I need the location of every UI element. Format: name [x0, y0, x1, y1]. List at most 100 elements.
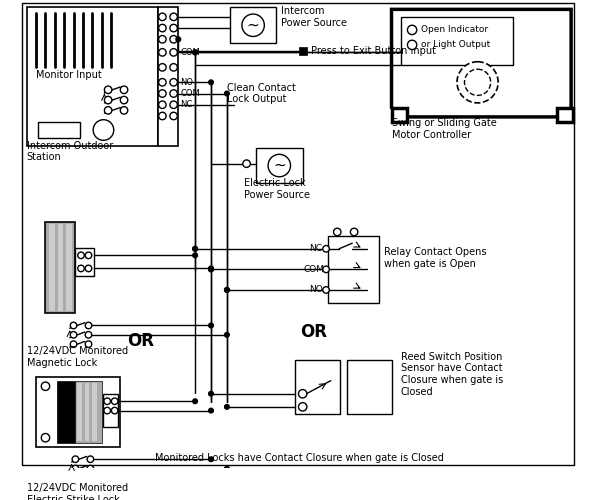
- Circle shape: [193, 399, 197, 404]
- Circle shape: [72, 456, 79, 462]
- Bar: [328, 236, 380, 303]
- Circle shape: [170, 64, 178, 71]
- Circle shape: [323, 266, 330, 272]
- Circle shape: [193, 246, 197, 251]
- Bar: [76, 380, 101, 444]
- Bar: [66, 224, 72, 310]
- Text: Monitored Locks have Contact Closure when gate is Closed: Monitored Locks have Contact Closure whe…: [155, 454, 444, 464]
- Circle shape: [87, 466, 94, 472]
- Circle shape: [350, 228, 358, 235]
- Bar: [57, 380, 76, 444]
- Circle shape: [72, 466, 79, 472]
- Bar: [58, 224, 63, 310]
- Bar: [85, 382, 89, 442]
- Bar: [104, 394, 119, 428]
- Circle shape: [193, 50, 197, 54]
- Circle shape: [170, 78, 178, 86]
- Text: Intercom
Power Source: Intercom Power Source: [281, 6, 347, 28]
- Text: COM: COM: [303, 265, 325, 274]
- Circle shape: [159, 24, 166, 32]
- Circle shape: [323, 286, 330, 293]
- Bar: [76, 248, 94, 276]
- Circle shape: [111, 408, 118, 414]
- Circle shape: [70, 332, 77, 338]
- Circle shape: [323, 246, 330, 252]
- Text: NO: NO: [180, 78, 193, 87]
- Bar: [401, 17, 513, 66]
- Circle shape: [225, 404, 229, 409]
- Text: Electric Lock
Power Source: Electric Lock Power Source: [244, 178, 310, 200]
- Text: NC: NC: [180, 100, 193, 110]
- Text: Relay Contact Opens
when gate is Open: Relay Contact Opens when gate is Open: [384, 248, 486, 269]
- Bar: [49, 224, 55, 310]
- Text: Clean Contact
Lock Output: Clean Contact Lock Output: [227, 82, 296, 104]
- Text: Monitor Input: Monitor Input: [36, 70, 102, 80]
- Circle shape: [268, 154, 290, 177]
- Circle shape: [85, 322, 92, 329]
- Bar: [256, 148, 303, 184]
- Circle shape: [209, 457, 213, 462]
- Bar: [392, 108, 408, 122]
- Circle shape: [170, 36, 178, 43]
- Circle shape: [120, 86, 128, 94]
- Bar: [92, 382, 97, 442]
- Polygon shape: [392, 10, 571, 117]
- Circle shape: [242, 14, 265, 36]
- Text: ~: ~: [247, 18, 259, 33]
- Circle shape: [159, 90, 166, 98]
- Text: Reed Switch Position
Sensor have Contact
Closure when gate is
Closed: Reed Switch Position Sensor have Contact…: [401, 352, 503, 397]
- Circle shape: [159, 13, 166, 20]
- Text: Intercom Outdoor
Station: Intercom Outdoor Station: [27, 140, 113, 162]
- Circle shape: [334, 228, 341, 235]
- Text: NO: NO: [309, 286, 323, 294]
- Circle shape: [225, 288, 229, 292]
- Bar: [158, 8, 178, 146]
- Circle shape: [209, 267, 213, 272]
- Circle shape: [225, 91, 229, 96]
- Circle shape: [159, 112, 166, 120]
- Circle shape: [70, 341, 77, 347]
- Circle shape: [193, 246, 197, 251]
- Circle shape: [111, 398, 118, 404]
- Circle shape: [87, 456, 94, 462]
- Text: Open Indicator: Open Indicator: [421, 26, 489, 35]
- Text: or Light Output: or Light Output: [421, 40, 491, 50]
- Circle shape: [93, 120, 114, 141]
- Circle shape: [159, 48, 166, 56]
- Text: Swing or Sliding Gate
Motor Controller: Swing or Sliding Gate Motor Controller: [392, 118, 496, 140]
- Circle shape: [159, 78, 166, 86]
- Circle shape: [159, 64, 166, 71]
- Text: Press to Exit Button Input: Press to Exit Button Input: [311, 46, 436, 56]
- Circle shape: [85, 252, 92, 258]
- Text: COM: COM: [180, 89, 200, 98]
- Circle shape: [225, 332, 229, 337]
- Circle shape: [457, 62, 498, 103]
- Circle shape: [104, 408, 110, 414]
- Bar: [27, 8, 158, 146]
- Circle shape: [159, 36, 166, 43]
- Circle shape: [209, 80, 213, 84]
- Circle shape: [209, 323, 213, 328]
- Circle shape: [209, 392, 213, 396]
- Circle shape: [408, 26, 417, 35]
- Circle shape: [104, 86, 112, 94]
- Circle shape: [225, 288, 229, 292]
- Circle shape: [41, 382, 49, 390]
- Circle shape: [85, 341, 92, 347]
- Bar: [77, 382, 82, 442]
- Text: 12/24VDC Monitored
Electric Strike Lock: 12/24VDC Monitored Electric Strike Lock: [27, 483, 128, 500]
- Circle shape: [193, 50, 197, 54]
- Bar: [299, 47, 308, 55]
- Bar: [347, 360, 392, 414]
- Circle shape: [170, 112, 178, 120]
- Circle shape: [243, 160, 250, 168]
- Bar: [38, 122, 80, 138]
- Circle shape: [209, 267, 213, 272]
- Text: OR: OR: [300, 323, 327, 341]
- Circle shape: [193, 253, 197, 258]
- Bar: [229, 8, 277, 43]
- Circle shape: [104, 106, 112, 114]
- Circle shape: [87, 474, 94, 481]
- Circle shape: [70, 322, 77, 329]
- Circle shape: [170, 24, 178, 32]
